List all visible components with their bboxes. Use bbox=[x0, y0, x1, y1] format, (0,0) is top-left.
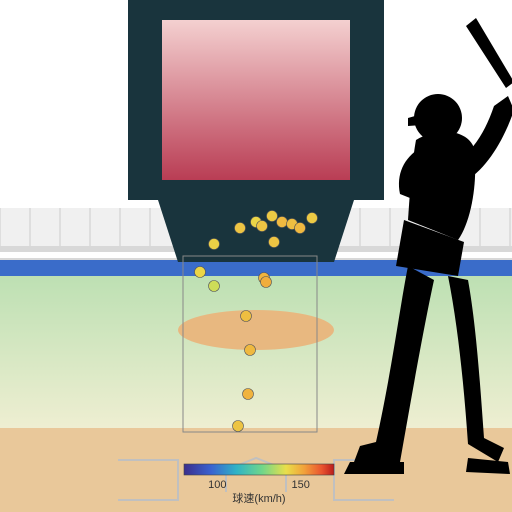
pitch-location-chart: 100 150 球速(km/h) bbox=[0, 0, 512, 512]
legend-label: 球速(km/h) bbox=[232, 491, 285, 505]
pitch-marker bbox=[267, 211, 278, 222]
pitchers-mound bbox=[178, 310, 334, 350]
pitch-marker bbox=[209, 281, 220, 292]
pitch-marker bbox=[307, 213, 318, 224]
scoreboard-base bbox=[158, 200, 354, 262]
pitch-marker bbox=[209, 239, 220, 250]
pitch-marker bbox=[241, 311, 252, 322]
pitch-marker bbox=[261, 277, 272, 288]
pitch-marker bbox=[243, 389, 254, 400]
pitch-marker bbox=[277, 217, 288, 228]
pitch-marker bbox=[233, 421, 244, 432]
pitch-marker bbox=[195, 267, 206, 278]
pitch-marker bbox=[235, 223, 246, 234]
chart-svg: 100 150 球速(km/h) bbox=[0, 0, 512, 512]
pitch-marker bbox=[269, 237, 280, 248]
legend-tick: 150 bbox=[291, 479, 309, 491]
pitch-marker bbox=[245, 345, 256, 356]
pitch-marker bbox=[257, 221, 268, 232]
scoreboard-panel bbox=[162, 20, 350, 180]
legend-tick: 100 bbox=[208, 479, 226, 491]
outfield-grass bbox=[0, 276, 512, 446]
pitch-marker bbox=[295, 223, 306, 234]
speed-legend-bar bbox=[184, 464, 334, 475]
